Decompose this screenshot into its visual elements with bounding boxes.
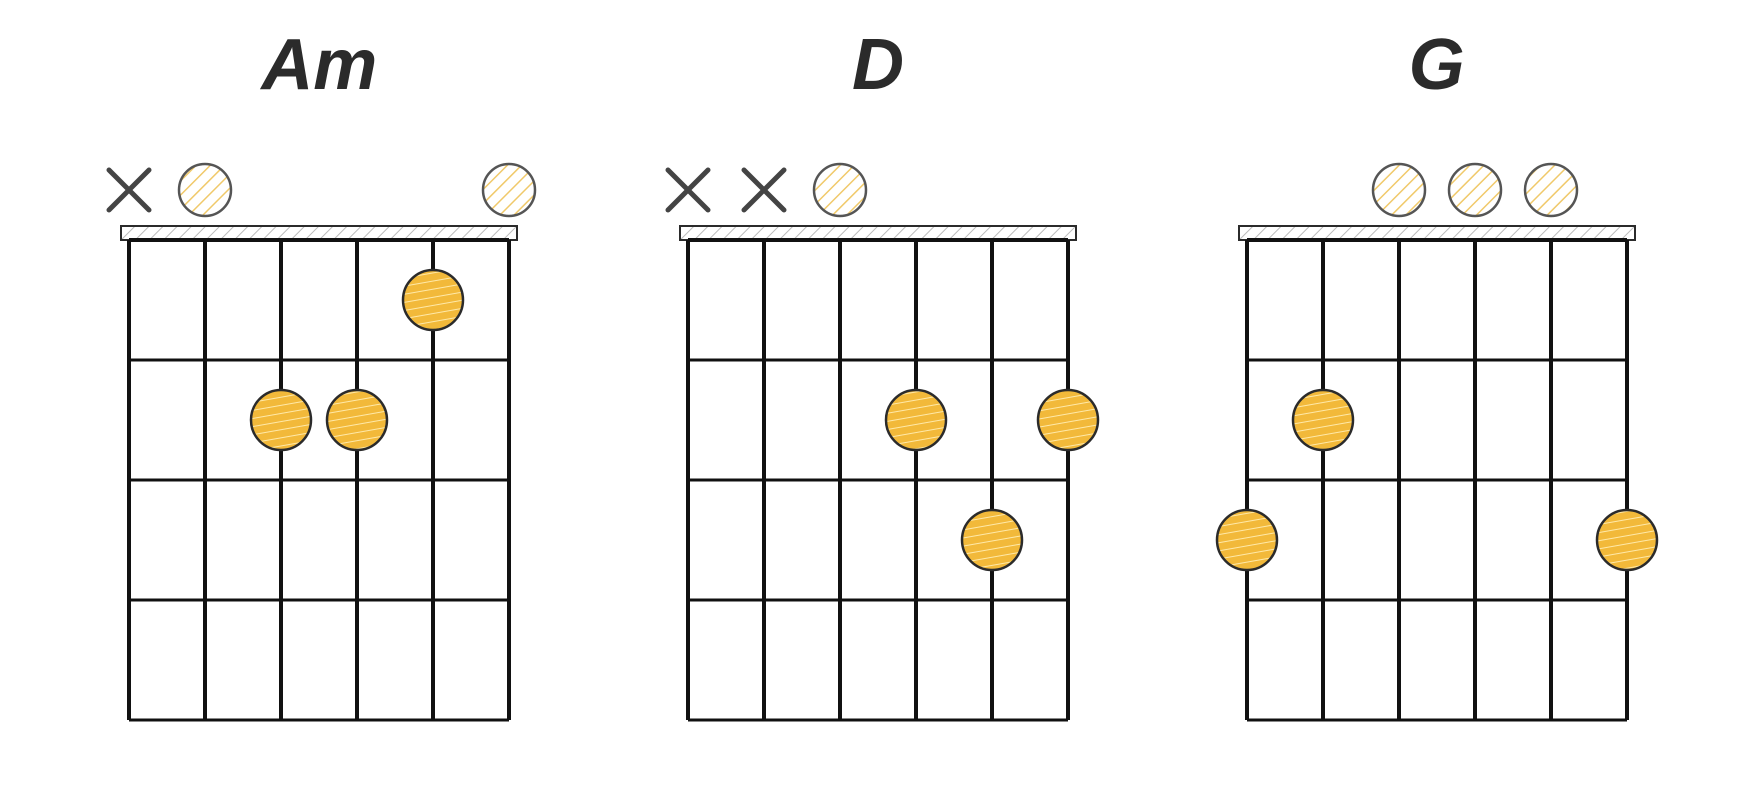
finger-dot — [1597, 510, 1657, 570]
finger-dot — [962, 510, 1022, 570]
open-string-icon — [483, 164, 535, 216]
open-string-icon — [1373, 164, 1425, 216]
finger-dot — [327, 390, 387, 450]
finger-dot — [886, 390, 946, 450]
chord-name-label: G — [1409, 20, 1465, 110]
chord-diagram — [89, 130, 549, 750]
chord-name-label: Am — [261, 20, 377, 110]
chord-diagram-row: Am D G — [0, 0, 1756, 800]
finger-dot — [1293, 390, 1353, 450]
open-string-icon — [1525, 164, 1577, 216]
finger-dot — [1038, 390, 1098, 450]
chord-block: G — [1187, 20, 1687, 750]
open-string-icon — [814, 164, 866, 216]
open-string-icon — [1449, 164, 1501, 216]
nut — [121, 226, 517, 240]
nut — [680, 226, 1076, 240]
chord-name-label: D — [852, 20, 904, 110]
nut — [1239, 226, 1635, 240]
chord-diagram — [1207, 130, 1667, 750]
chord-block: D — [628, 20, 1128, 750]
chord-block: Am — [69, 20, 569, 750]
open-string-icon — [179, 164, 231, 216]
finger-dot — [251, 390, 311, 450]
finger-dot — [1217, 510, 1277, 570]
chord-diagram — [648, 130, 1108, 750]
finger-dot — [403, 270, 463, 330]
